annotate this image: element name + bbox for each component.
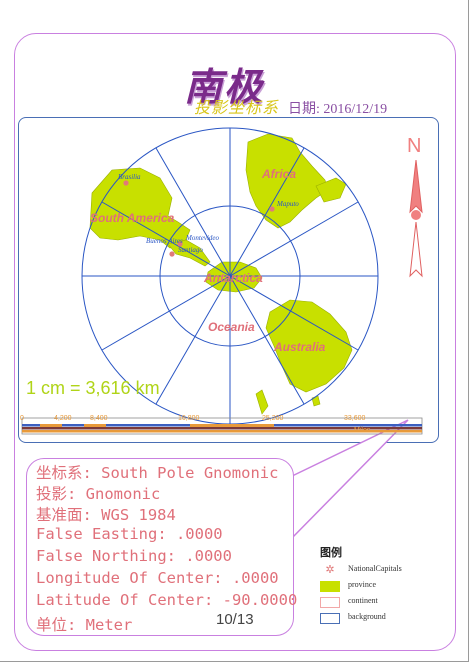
info-line-coordinate-system: 坐标系: South Pole Gnomonic <box>36 464 279 482</box>
callout-tail <box>287 419 409 541</box>
label-australia: Australia <box>273 340 326 354</box>
legend-title: 图例 <box>320 547 342 559</box>
map-subtitle: 投影坐标系 <box>194 98 280 117</box>
info-line-false-easting: False Easting: .0000 <box>36 525 223 543</box>
scale-tick-0: 0 <box>20 415 24 422</box>
landmass-tasmania <box>311 395 321 407</box>
background-swatch-icon <box>320 613 340 624</box>
legend: 图例 ✲ NationalCapitals province continent… <box>314 540 410 630</box>
info-line-longitude-center: Longitude Of Center: .0000 <box>36 569 279 587</box>
page-number: 10/13 <box>216 611 254 628</box>
north-arrow-icon <box>409 159 423 278</box>
scale-bar <box>21 417 423 435</box>
label-oceania: Oceania <box>208 320 255 334</box>
map-frame <box>18 117 439 443</box>
landmass-africa-east <box>315 177 347 203</box>
national-capitals <box>123 180 275 257</box>
label-santiago: Santiago <box>178 246 203 254</box>
legend-label-capitals: NationalCapitals <box>348 564 402 573</box>
layout-border <box>14 33 456 651</box>
label-buenos-aires: Buenos Aires <box>146 237 183 245</box>
landmass-africa <box>245 133 329 229</box>
scale-tick-4: 25,200 <box>262 415 284 422</box>
landmass-australia <box>265 299 353 393</box>
info-line-unit: 单位: Meter <box>36 616 133 634</box>
scale-tick-2: 8,400 <box>90 415 108 422</box>
info-line-false-northing: False Northing: .0000 <box>36 547 232 565</box>
label-south-america: South America <box>90 211 175 225</box>
label-africa: Africa <box>261 167 296 181</box>
capital-star-icon: ✲ <box>325 564 335 576</box>
scale-tick-5: 33,600 <box>344 415 366 422</box>
scale-text: 1 cm = 3,616 km <box>26 378 160 398</box>
label-antarctica: Antarctica <box>203 271 263 285</box>
legend-label-continent: continent <box>348 596 378 605</box>
legend-row-background: background <box>320 612 416 626</box>
label-maputo: Maputo <box>276 200 299 208</box>
label-brasilia: Brasilia <box>118 173 141 181</box>
scale-unit: Miles <box>354 427 371 434</box>
province-swatch-icon <box>320 581 340 592</box>
map-title: 南极 <box>184 64 265 109</box>
info-line-projection: 投影: Gnomonic <box>36 485 161 503</box>
legend-label-background: background <box>348 612 386 621</box>
capital-brasilia-marker <box>123 180 129 186</box>
landmass-layer <box>89 133 353 415</box>
label-montevideo: Montevideo <box>185 234 220 242</box>
info-line-datum: 基准面: WGS 1984 <box>36 506 176 524</box>
map-date: 日期: 2016/12/19 <box>288 102 388 117</box>
legend-row-capitals: ✲ NationalCapitals <box>320 564 416 578</box>
capital-santiago-marker <box>169 251 175 257</box>
legend-label-province: province <box>348 580 376 589</box>
scale-tick-1: 4,200 <box>54 415 72 422</box>
info-line-latitude-center: Latitude Of Center: -90.0000 <box>36 591 298 609</box>
legend-row-province: province <box>320 580 416 594</box>
projection-info-box: 坐标系: South Pole Gnomonic 投影: Gnomonic 基准… <box>26 458 298 636</box>
capital-maputo-marker <box>269 206 275 212</box>
capital-buenos-aires-marker <box>177 241 183 247</box>
north-label: N <box>407 135 421 157</box>
legend-row-continent: continent <box>320 596 416 610</box>
scale-tick-3: 16,800 <box>178 415 200 422</box>
landmass-new-zealand <box>255 389 269 415</box>
continent-swatch-icon <box>320 597 340 608</box>
landmass-south-america <box>89 167 191 249</box>
